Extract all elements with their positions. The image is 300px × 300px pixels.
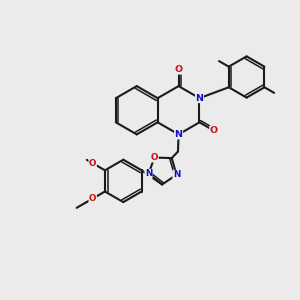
Text: N: N	[196, 94, 203, 103]
Text: N: N	[175, 130, 183, 139]
Text: O: O	[151, 153, 158, 162]
Text: N: N	[145, 169, 152, 178]
Text: O: O	[89, 194, 96, 203]
Text: N: N	[173, 170, 180, 179]
Text: O: O	[175, 65, 183, 74]
Text: O: O	[210, 126, 218, 135]
Text: O: O	[89, 159, 96, 168]
